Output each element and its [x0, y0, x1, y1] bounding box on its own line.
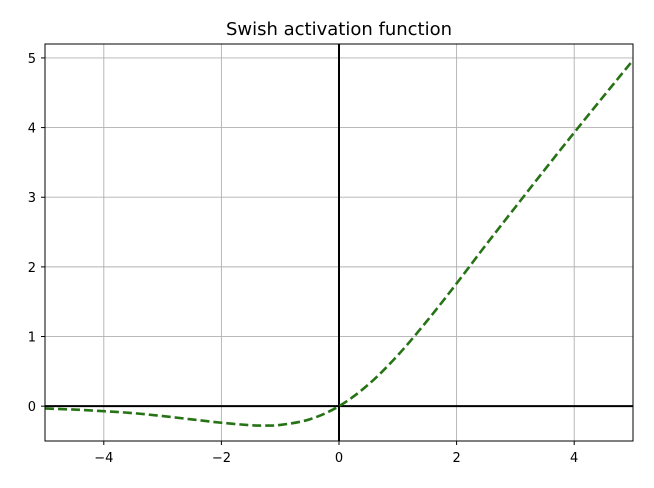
- chart-title: Swish activation function: [226, 19, 452, 40]
- y-tick-label: 3: [28, 191, 36, 206]
- tick-layer: −4 −2 0 2 4 0 1 2 3 4 5: [28, 52, 579, 466]
- y-tick-label: 2: [28, 261, 36, 276]
- x-tick-label: 0: [335, 451, 343, 466]
- x-tick-label: 4: [570, 451, 578, 466]
- y-tick-label: 1: [28, 331, 36, 346]
- y-tick-label: 0: [28, 400, 36, 415]
- x-tick-label: −2: [212, 451, 231, 466]
- x-tick-label: −4: [94, 451, 113, 466]
- series-layer: [44, 59, 635, 427]
- reference-lines: [45, 44, 633, 441]
- swish-curve: [44, 59, 635, 427]
- y-tick-label: 5: [28, 52, 36, 67]
- y-tick-label: 4: [28, 122, 36, 137]
- x-tick-label: 2: [452, 451, 460, 466]
